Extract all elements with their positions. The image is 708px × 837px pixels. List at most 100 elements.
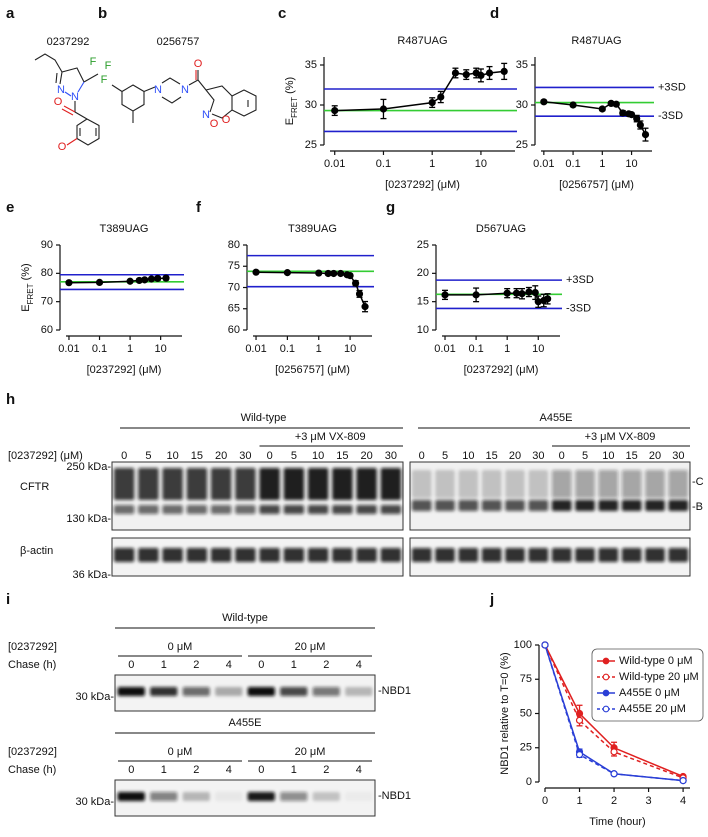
blot-band xyxy=(481,548,502,562)
x-axis-label: [0256757] (μM) xyxy=(559,179,634,191)
data-point xyxy=(575,716,584,724)
blot-band xyxy=(621,470,642,498)
band-label: -C xyxy=(692,476,704,488)
y-tick-label: 25 xyxy=(417,239,429,251)
group-label: Wild-type xyxy=(241,412,287,424)
y-tick-label: 30 xyxy=(305,99,317,111)
group-label: A455E xyxy=(539,412,572,424)
x-tick-label: 1 xyxy=(599,158,605,170)
blot-band xyxy=(380,548,402,562)
atom-label: N xyxy=(71,91,79,103)
x-tick-label: 1 xyxy=(576,795,582,807)
data-point xyxy=(636,121,644,129)
x-axis-label: [0237292] (μM) xyxy=(464,364,539,376)
lane-label: 0 xyxy=(258,764,264,776)
structure-a-bonds xyxy=(34,53,100,146)
blot-band xyxy=(356,505,377,514)
legend-marker xyxy=(602,705,610,713)
atom-label: O xyxy=(222,114,231,126)
blot-band xyxy=(621,548,642,562)
legend-box xyxy=(591,648,704,722)
reference-label: +3SD xyxy=(658,81,686,93)
y-tick-label: 35 xyxy=(516,59,528,71)
lane-label: 0 xyxy=(267,450,273,462)
lane-label: 1 xyxy=(291,659,297,671)
x-tick-label: 0.01 xyxy=(245,343,266,355)
y-tick-label: 75 xyxy=(520,673,532,685)
y-tick-label: 10 xyxy=(417,324,429,336)
row-label: [0237292] (μM) xyxy=(8,450,83,462)
blot-band xyxy=(435,470,455,498)
lane-label: 2 xyxy=(193,764,199,776)
data-point xyxy=(283,269,291,277)
atom-label: O xyxy=(58,141,67,153)
blot-band xyxy=(481,470,502,498)
y-tick-label: 25 xyxy=(520,742,532,754)
blot-band xyxy=(113,505,135,514)
structure-b-bonds xyxy=(111,70,257,123)
blot-band xyxy=(528,500,549,511)
group-label: A455E xyxy=(228,717,261,729)
marker-label: 36 kDa- xyxy=(72,569,111,581)
data-point xyxy=(544,295,552,303)
blot-frame xyxy=(111,461,404,531)
blot-band xyxy=(259,505,280,514)
y-axis-label-part: E xyxy=(20,304,32,311)
blot-band xyxy=(345,792,372,801)
y-axis-label-part: FRET xyxy=(26,283,35,304)
x-tick-label: 1 xyxy=(316,343,322,355)
y-tick-label: 30 xyxy=(516,99,528,111)
data-point xyxy=(598,105,606,113)
data-point xyxy=(352,279,360,287)
atom-label: O xyxy=(194,58,203,70)
blot-band xyxy=(247,687,275,696)
data-point xyxy=(141,276,149,284)
band-label: -NBD1 xyxy=(378,685,411,697)
blot-band xyxy=(215,687,243,696)
data-point xyxy=(500,67,508,76)
data-point xyxy=(331,106,339,115)
blot-band xyxy=(312,687,340,696)
blot-band xyxy=(186,548,208,562)
blot-band xyxy=(235,468,256,500)
x-tick-label: 1 xyxy=(504,343,510,355)
blot-band xyxy=(332,505,353,514)
blot-band xyxy=(332,468,353,500)
y-tick-label: 35 xyxy=(305,59,317,71)
data-point xyxy=(65,279,73,287)
blot-band xyxy=(505,548,525,562)
blot-band xyxy=(162,548,183,562)
blot-band xyxy=(150,687,178,696)
chart-title: R487UAG xyxy=(571,35,621,47)
data-point xyxy=(126,277,134,285)
panel-letter: e xyxy=(6,199,14,216)
y-axis-label: EFRET (%) xyxy=(284,77,299,125)
data-point xyxy=(337,269,345,278)
data-point xyxy=(485,69,494,77)
dose-label: 20 μM xyxy=(295,641,326,653)
data-point xyxy=(477,71,485,80)
data-point xyxy=(525,288,533,296)
x-tick-label: 0.01 xyxy=(533,158,554,170)
blot-band xyxy=(215,792,243,801)
blot-band xyxy=(411,500,432,511)
lane-label: 30 xyxy=(532,450,544,462)
blot-band xyxy=(113,468,135,500)
blot-band xyxy=(186,505,208,514)
panel-letter: d xyxy=(490,5,499,22)
data-point xyxy=(610,770,618,778)
blot-band xyxy=(528,470,549,498)
blot-band xyxy=(307,548,329,562)
lane-label: 20 xyxy=(649,450,661,462)
lane-label: 10 xyxy=(462,450,474,462)
dose-label: 0 μM xyxy=(168,746,193,758)
data-point xyxy=(641,131,650,139)
chart-title: T389UAG xyxy=(288,223,337,235)
blot-band xyxy=(598,470,619,498)
x-tick-label: 10 xyxy=(475,158,487,170)
blot-band xyxy=(162,468,183,500)
atom-label: F xyxy=(105,60,112,72)
blot-band xyxy=(645,548,665,562)
data-point xyxy=(472,291,480,299)
panel-letter: i xyxy=(6,591,10,608)
